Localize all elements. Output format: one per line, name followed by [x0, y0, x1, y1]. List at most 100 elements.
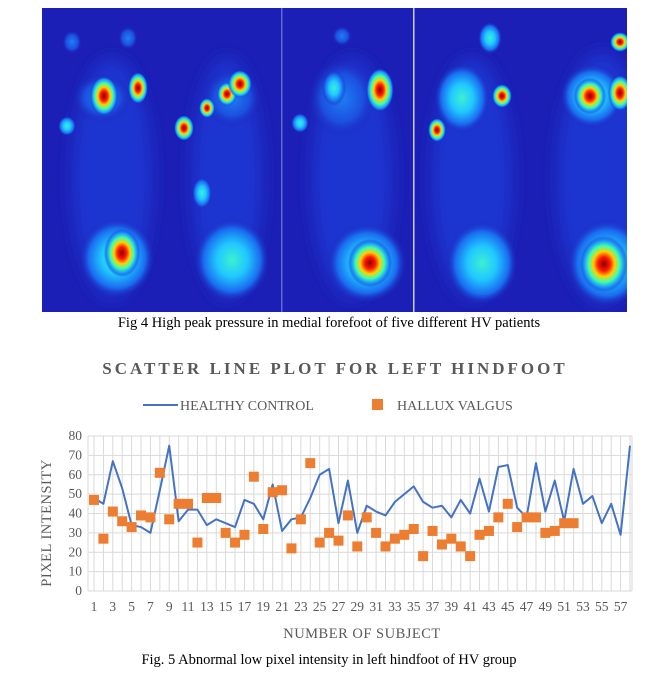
foot-1	[58, 26, 155, 298]
data-point-hallux-valgus	[126, 522, 137, 533]
data-point-hallux-valgus	[483, 525, 494, 536]
data-point-hallux-valgus	[465, 551, 476, 562]
x-tick-label: 47	[520, 599, 534, 614]
data-point-hallux-valgus	[277, 485, 288, 496]
data-point-hallux-valgus	[399, 529, 410, 540]
x-tick-label: 43	[482, 599, 496, 614]
x-tick-label: 27	[332, 599, 346, 614]
data-point-hallux-valgus	[342, 510, 353, 521]
y-tick-label: 80	[69, 428, 83, 443]
x-tick-label: 51	[557, 599, 571, 614]
x-tick-label: 21	[275, 599, 289, 614]
x-tick-label: 45	[501, 599, 515, 614]
y-tick-label: 40	[69, 506, 83, 521]
data-point-hallux-valgus	[371, 527, 382, 538]
legend-label-hallux-valgus: HALLUX VALGUS	[397, 399, 513, 414]
x-tick-label: 33	[388, 599, 402, 614]
data-point-hallux-valgus	[568, 518, 579, 529]
x-tick-label: 17	[238, 599, 252, 614]
data-point-hallux-valgus	[192, 537, 203, 548]
data-point-hallux-valgus	[549, 525, 560, 536]
data-point-hallux-valgus	[230, 537, 241, 548]
y-tick-label: 60	[69, 467, 83, 482]
data-point-hallux-valgus	[324, 527, 335, 538]
data-point-hallux-valgus	[361, 512, 372, 523]
legend: HEALTHY CONTROL HALLUX VALGUS	[143, 399, 513, 414]
data-point-hallux-valgus	[314, 537, 325, 548]
data-point-hallux-valgus	[455, 541, 466, 552]
data-point-hallux-valgus	[98, 533, 109, 544]
chart-svg: SCATTER LINE PLOT FOR LEFT HINDFOOT HEAL…	[39, 359, 633, 642]
data-point-hallux-valgus	[173, 498, 184, 509]
y-tick-label: 50	[69, 486, 83, 501]
data-point-hallux-valgus	[530, 512, 541, 523]
figure-5-caption: Fig. 5 Abnormal low pixel intensity in l…	[141, 652, 517, 668]
data-point-hallux-valgus	[493, 512, 504, 523]
x-tick-label: 1	[91, 599, 98, 614]
x-axis-ticks: 1 3 5 7 9 11 13 15 17 19 21 23 25 27 29 31 33 35 37 39 41 43 4…	[91, 599, 628, 614]
chart-title: SCATTER LINE PLOT FOR LEFT HINDFOOT	[102, 359, 567, 378]
data-point-hallux-valgus	[408, 524, 419, 534]
data-point-hallux-valgus	[164, 514, 175, 525]
plantar-pressure-heatmap-image	[42, 8, 627, 312]
legend-marker-swatch	[372, 399, 383, 410]
data-point-hallux-valgus	[559, 518, 570, 529]
foot-2	[174, 58, 270, 302]
data-point-hallux-valgus	[295, 514, 306, 525]
figure-4-caption: Fig 4 High peak pressure in medial foref…	[117, 315, 541, 331]
data-point-hallux-valgus	[446, 533, 457, 544]
x-tick-label: 55	[595, 599, 609, 614]
panel-divider	[281, 8, 283, 312]
data-point-hallux-valgus	[107, 506, 118, 517]
gridlines	[87, 435, 633, 592]
panel-divider	[413, 8, 415, 312]
data-point-hallux-valgus	[201, 493, 212, 503]
x-tick-label: 37	[426, 599, 440, 614]
x-tick-label: 41	[463, 599, 477, 614]
foot-5	[557, 32, 627, 307]
data-point-hallux-valgus	[474, 529, 485, 540]
data-point-hallux-valgus	[305, 458, 316, 469]
foot-3	[291, 26, 407, 303]
y-axis-ticks: 0 10 20 30 40 50 60 70 80	[69, 428, 83, 598]
x-tick-label: 49	[539, 599, 553, 614]
x-tick-label: 31	[369, 599, 383, 614]
x-tick-label: 57	[614, 599, 628, 614]
y-tick-label: 10	[69, 564, 83, 579]
x-tick-label: 19	[257, 599, 271, 614]
data-point-hallux-valgus	[333, 535, 344, 546]
x-tick-label: 15	[219, 599, 233, 614]
x-tick-label: 7	[147, 599, 154, 614]
data-point-hallux-valgus	[521, 512, 532, 523]
data-point-hallux-valgus	[286, 543, 297, 554]
data-point-hallux-valgus	[389, 533, 400, 544]
data-point-hallux-valgus	[117, 516, 128, 527]
data-point-hallux-valgus	[427, 525, 438, 536]
y-tick-label: 20	[69, 544, 83, 559]
y-tick-label: 0	[75, 583, 82, 598]
x-tick-label: 23	[294, 599, 308, 614]
data-point-hallux-valgus	[248, 471, 259, 482]
data-point-hallux-valgus	[267, 487, 278, 498]
y-axis-label: PIXEL INTENSITY	[39, 459, 55, 586]
heatmap-svg	[58, 8, 627, 312]
data-point-hallux-valgus	[258, 524, 269, 534]
data-point-hallux-valgus	[145, 512, 156, 523]
data-point-hallux-valgus	[512, 522, 523, 533]
x-tick-label: 25	[313, 599, 327, 614]
y-tick-label: 30	[69, 525, 83, 540]
data-point-hallux-valgus	[239, 529, 250, 540]
legend-label-healthy-control: HEALTHY CONTROL	[180, 399, 314, 414]
x-tick-label: 11	[182, 599, 195, 614]
data-point-hallux-valgus	[211, 493, 222, 503]
x-tick-label: 9	[166, 599, 173, 614]
data-point-hallux-valgus	[220, 527, 231, 538]
data-point-hallux-valgus	[136, 510, 147, 521]
x-tick-label: 3	[109, 599, 116, 614]
data-series	[89, 444, 631, 562]
x-tick-label: 35	[407, 599, 421, 614]
scatter-line-chart: SCATTER LINE PLOT FOR LEFT HINDFOOT HEAL…	[0, 348, 658, 652]
x-tick-label: 53	[576, 599, 590, 614]
x-tick-label: 39	[445, 599, 459, 614]
data-point-hallux-valgus	[183, 498, 194, 509]
